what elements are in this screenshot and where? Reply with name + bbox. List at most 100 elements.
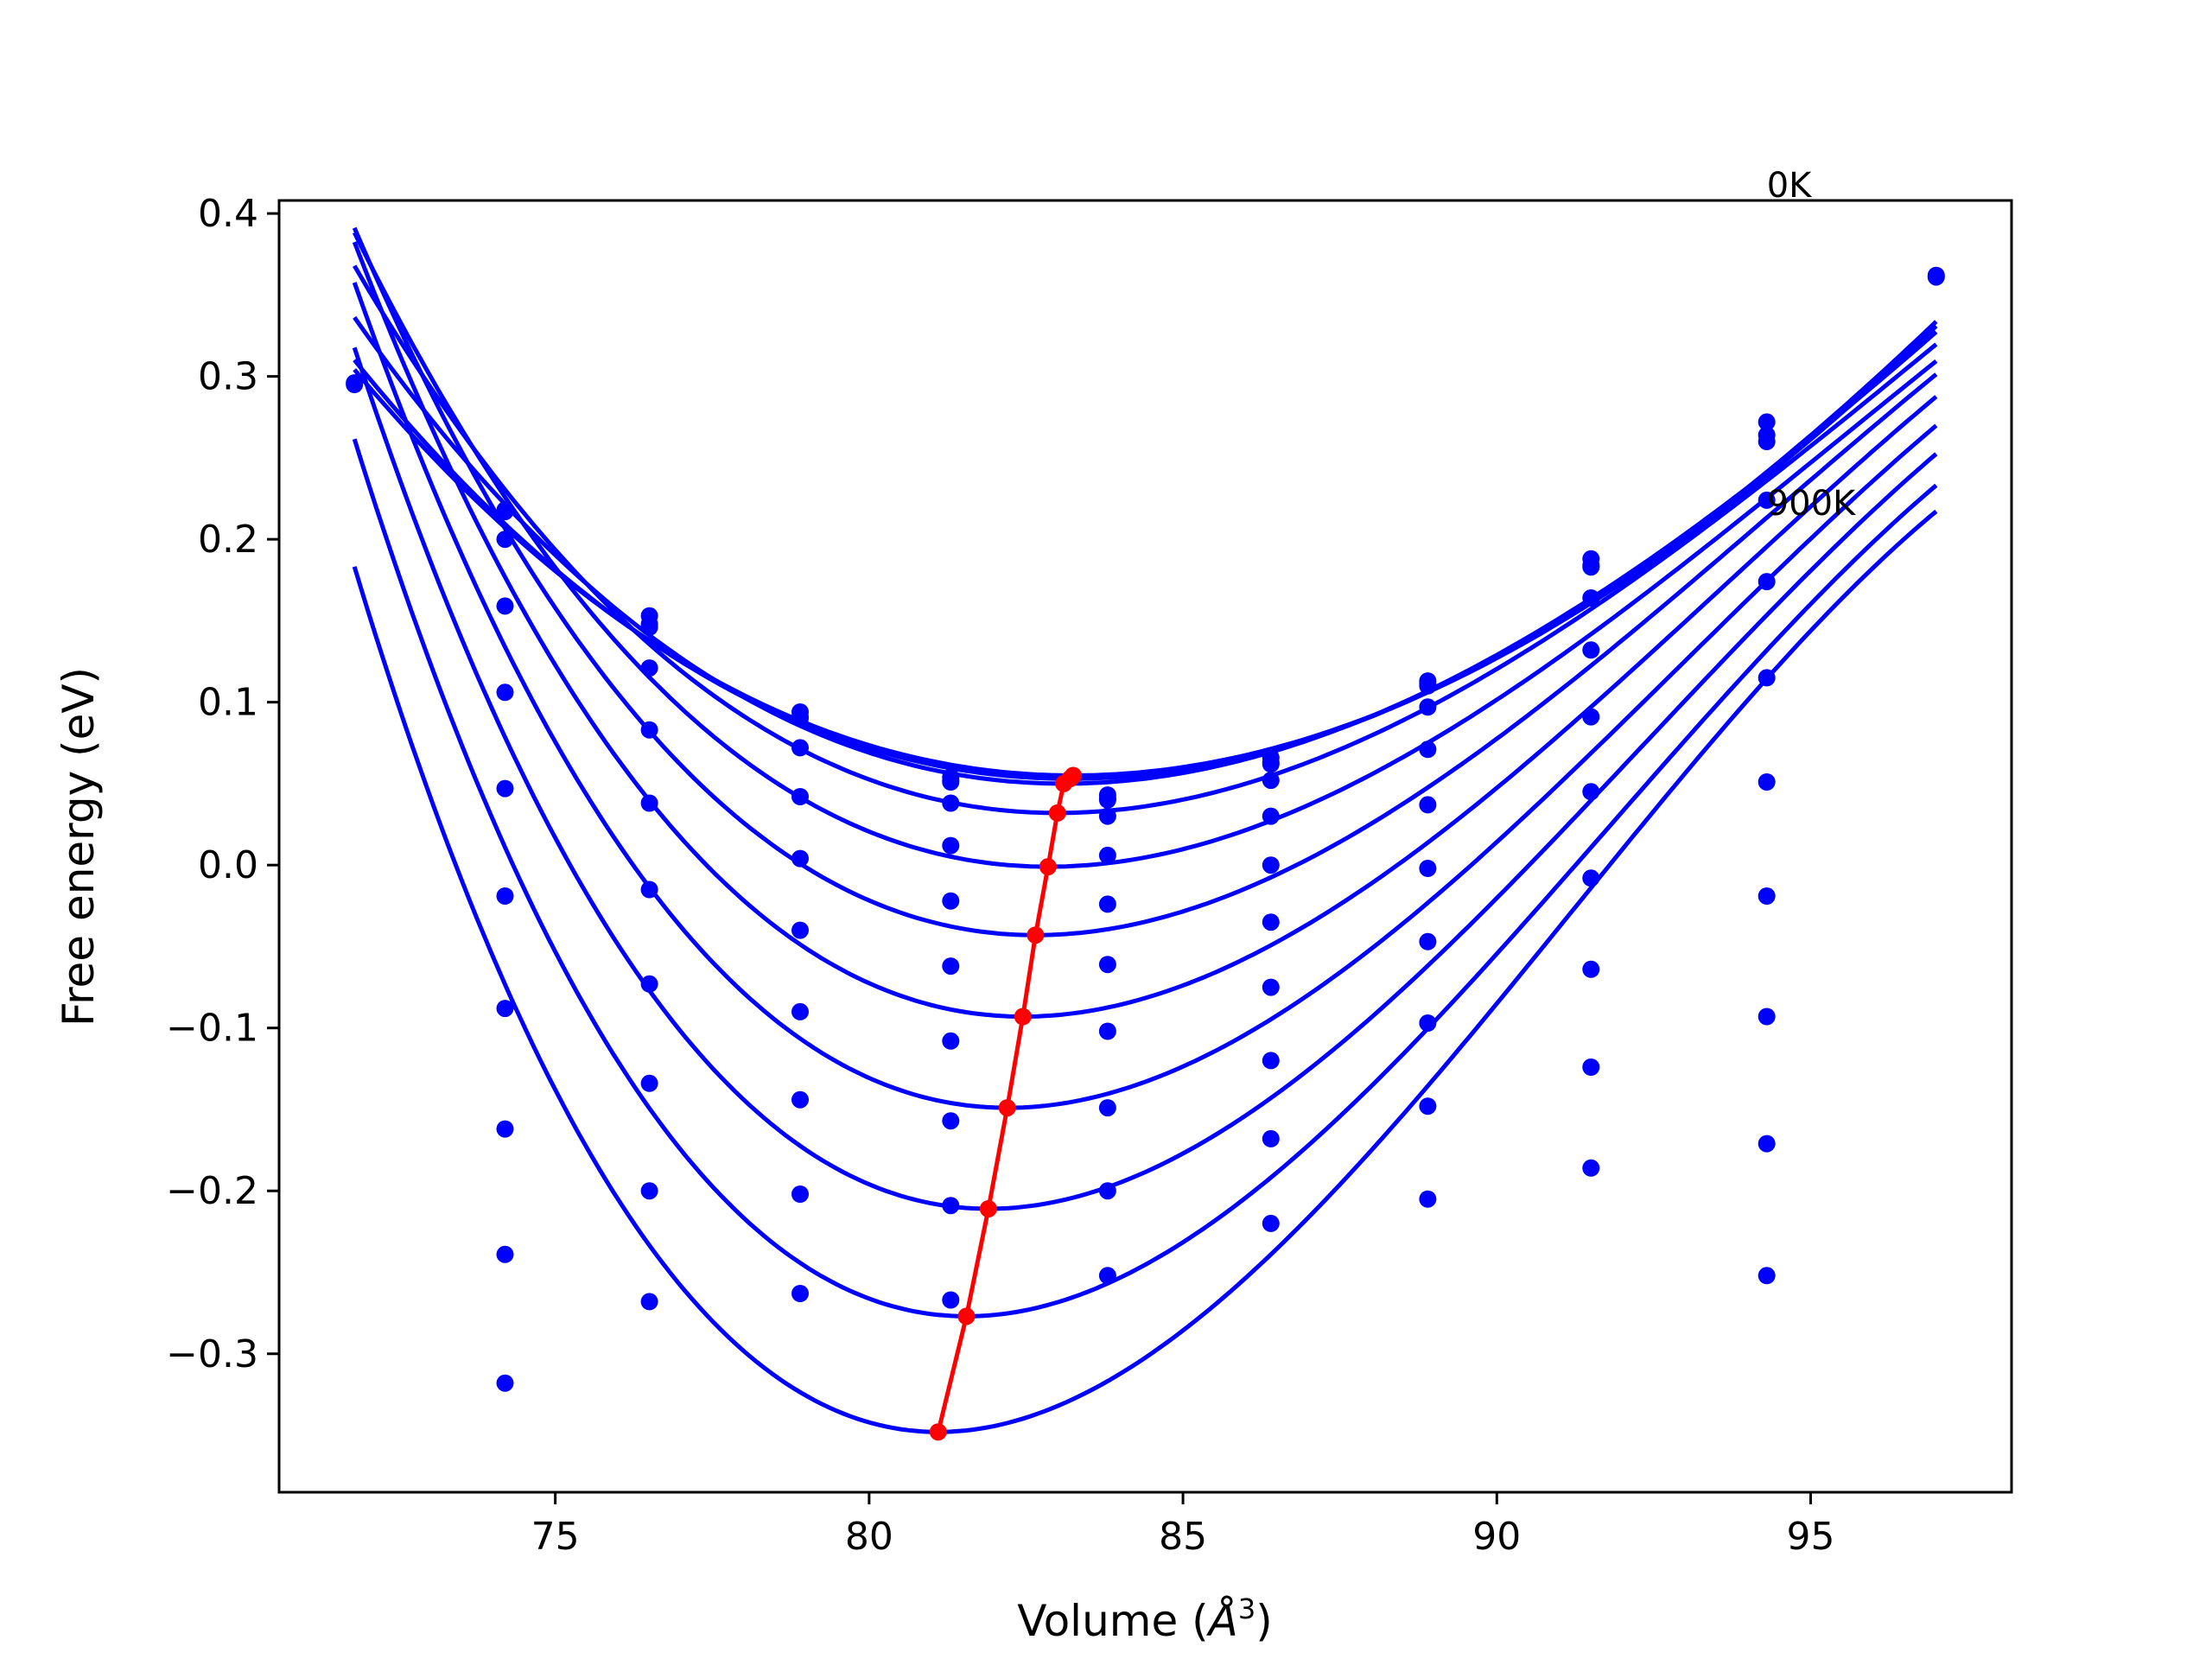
data-point-700K bbox=[1262, 978, 1280, 996]
x-tick-label: 80 bbox=[845, 1515, 893, 1559]
data-point-300K bbox=[1758, 491, 1776, 509]
data-point-500K bbox=[791, 849, 809, 868]
minimum-point bbox=[929, 1423, 947, 1441]
data-point-600K bbox=[1758, 773, 1776, 791]
data-point-600K bbox=[1419, 860, 1437, 877]
data-point-400K bbox=[791, 788, 809, 805]
data-point-1000K bbox=[791, 1285, 809, 1302]
data-point-600K bbox=[640, 880, 658, 899]
x-tick-label: 95 bbox=[1787, 1515, 1835, 1559]
data-point-600K bbox=[942, 957, 960, 976]
data-points-layer bbox=[346, 266, 1945, 1392]
data-point-800K bbox=[1758, 1007, 1776, 1026]
data-point-500K bbox=[1098, 895, 1116, 913]
data-point-900K bbox=[1758, 1135, 1776, 1153]
data-point-600K bbox=[791, 921, 809, 939]
x-axis-title: Volume (Å3) bbox=[1017, 1592, 1272, 1646]
data-point-500K bbox=[942, 892, 960, 910]
data-point-200K bbox=[1098, 791, 1116, 809]
data-point-900K bbox=[1098, 1182, 1116, 1200]
data-point-700K bbox=[1758, 887, 1776, 905]
data-point-500K bbox=[496, 779, 514, 798]
minimum-point bbox=[998, 1099, 1016, 1117]
data-point-900K bbox=[496, 1245, 514, 1263]
data-point-700K bbox=[1582, 869, 1600, 887]
fit-curve-300K bbox=[353, 264, 1938, 816]
data-point-300K bbox=[1419, 698, 1437, 716]
x-tick-label: 90 bbox=[1472, 1515, 1521, 1559]
minimum-point bbox=[1055, 774, 1073, 792]
minimum-point bbox=[957, 1307, 976, 1325]
data-point-300K bbox=[791, 739, 809, 757]
data-point-1000K bbox=[1758, 1267, 1776, 1285]
minimum-point bbox=[1048, 804, 1066, 822]
minimum-point bbox=[1039, 858, 1057, 876]
fit-curve-200K bbox=[353, 315, 1938, 786]
data-point-1000K bbox=[640, 1293, 658, 1311]
y-tick-label: −0.1 bbox=[166, 1007, 258, 1051]
data-point-100K bbox=[496, 503, 514, 521]
data-point-700K bbox=[496, 1000, 514, 1018]
data-point-300K bbox=[640, 659, 658, 677]
x-tick-label: 85 bbox=[1159, 1515, 1207, 1559]
data-point-1000K bbox=[1098, 1267, 1116, 1285]
fit-curve-400K bbox=[352, 232, 1938, 869]
data-point-900K bbox=[1419, 1097, 1437, 1116]
data-point-900K bbox=[791, 1185, 809, 1203]
data-point-400K bbox=[1419, 741, 1437, 759]
data-point-400K bbox=[496, 683, 514, 702]
data-point-700K bbox=[791, 1002, 809, 1020]
data-point-200K bbox=[496, 531, 514, 549]
data-point-900K bbox=[1582, 1058, 1600, 1076]
data-point-400K bbox=[1262, 807, 1280, 825]
data-point-800K bbox=[942, 1112, 960, 1130]
data-point-600K bbox=[1262, 913, 1280, 931]
fit-curve-1000K bbox=[352, 509, 1938, 1434]
annotation-label: 900K bbox=[1767, 484, 1857, 524]
data-point-200K bbox=[640, 618, 658, 636]
data-point-200K bbox=[942, 772, 960, 790]
fit-curve-900K bbox=[352, 438, 1938, 1319]
data-point-0K bbox=[1758, 413, 1776, 431]
data-point-100K bbox=[1927, 268, 1945, 286]
data-point-300K bbox=[1262, 772, 1280, 790]
data-point-600K bbox=[1582, 783, 1600, 801]
data-point-600K bbox=[496, 887, 514, 905]
x-axis: 75 80 85 90 95 bbox=[531, 1492, 1835, 1559]
data-point-500K bbox=[1582, 708, 1600, 726]
data-point-800K bbox=[640, 1074, 658, 1092]
data-point-900K bbox=[942, 1197, 960, 1215]
data-point-400K bbox=[1098, 846, 1116, 864]
y-tick-label: 0.2 bbox=[198, 518, 258, 562]
data-point-700K bbox=[1419, 932, 1437, 950]
plot-frame bbox=[277, 199, 2013, 1494]
fit-curves-layer bbox=[352, 226, 1938, 1434]
fit-curve-800K bbox=[352, 346, 1938, 1211]
data-point-800K bbox=[496, 1120, 514, 1138]
fit-curve-600K bbox=[352, 241, 1938, 1020]
y-axis-title: Free energy (eV) bbox=[54, 667, 104, 1027]
data-point-1000K bbox=[1582, 1159, 1600, 1177]
data-point-400K bbox=[1758, 573, 1776, 591]
data-point-300K bbox=[496, 597, 514, 615]
data-point-800K bbox=[1262, 1052, 1280, 1070]
data-point-100K bbox=[346, 376, 364, 393]
y-tick-label: 0.1 bbox=[198, 681, 258, 725]
data-point-200K bbox=[1582, 558, 1600, 576]
annotation-label: 0K bbox=[1767, 166, 1813, 206]
data-point-500K bbox=[1419, 796, 1437, 814]
data-point-900K bbox=[640, 1182, 658, 1200]
y-tick-label: 0.4 bbox=[198, 192, 258, 236]
data-point-200K bbox=[791, 709, 809, 728]
y-tick-label: −0.2 bbox=[166, 1169, 258, 1213]
data-point-200K bbox=[1758, 433, 1776, 450]
data-point-1000K bbox=[1262, 1214, 1280, 1232]
data-point-400K bbox=[1582, 641, 1600, 659]
data-point-300K bbox=[1098, 807, 1116, 825]
data-point-700K bbox=[640, 975, 658, 993]
data-point-1000K bbox=[496, 1374, 514, 1392]
data-point-200K bbox=[1419, 677, 1437, 695]
minima-line-layer bbox=[929, 766, 1082, 1441]
data-point-600K bbox=[1098, 956, 1116, 974]
